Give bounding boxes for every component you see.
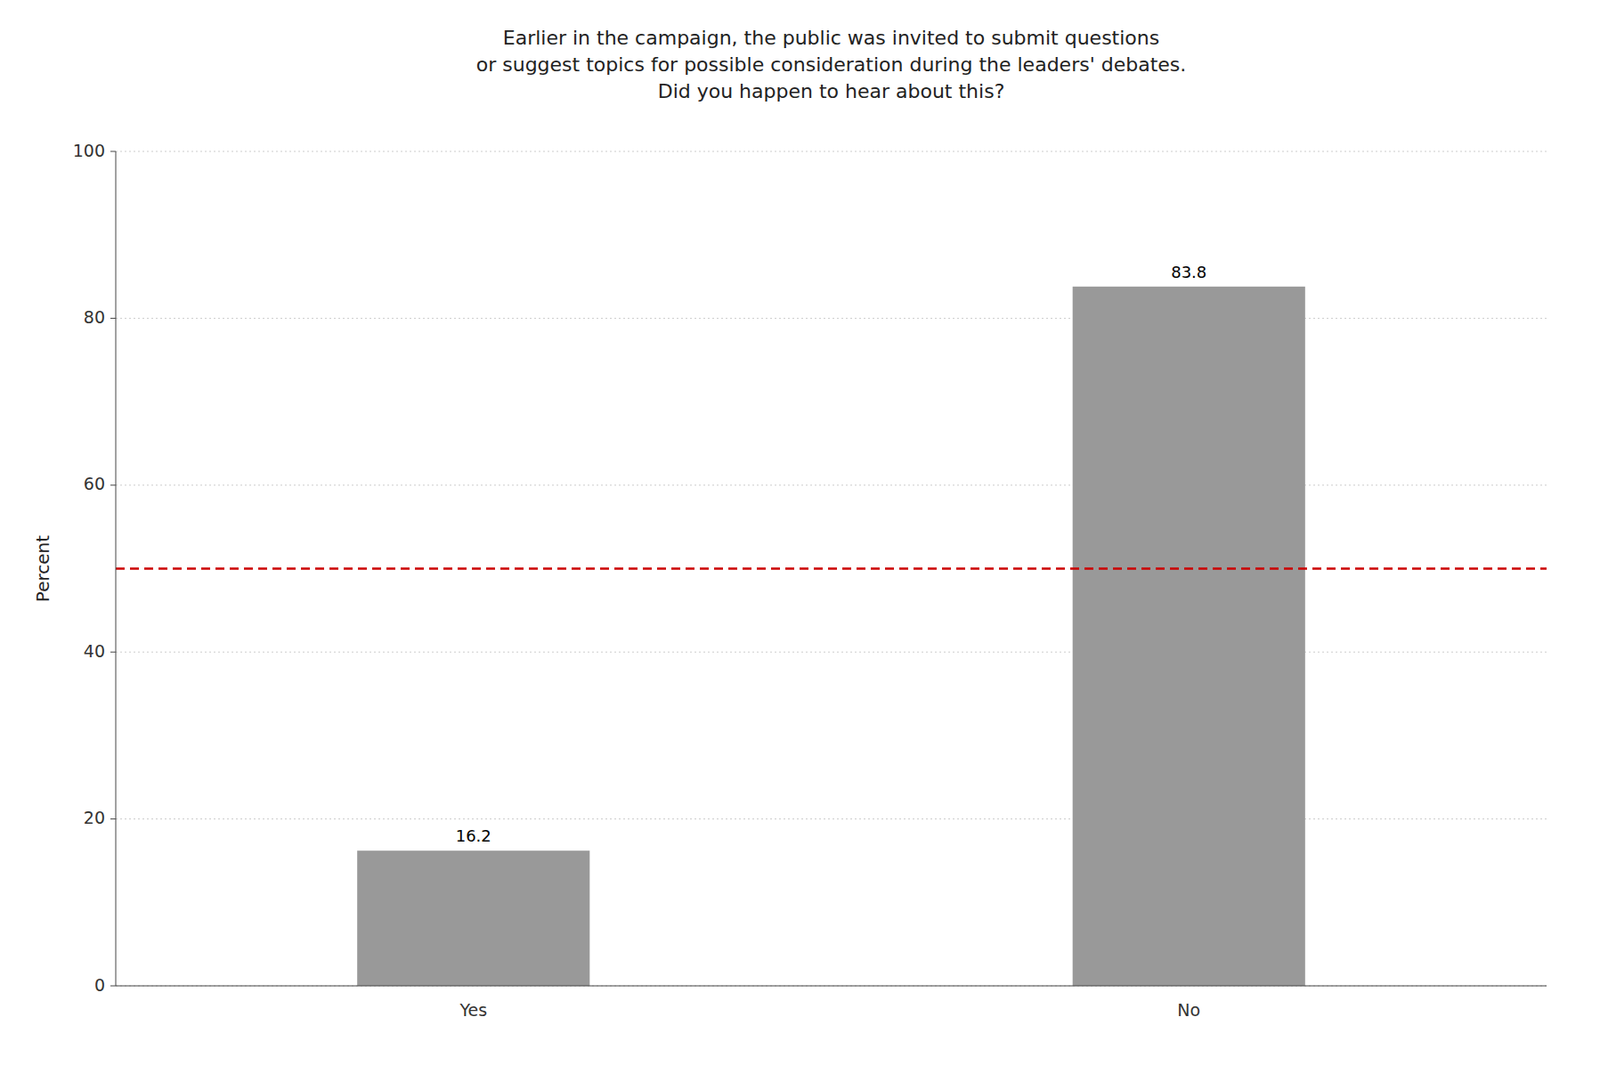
bars [357,286,1306,986]
grid [115,151,1547,986]
y-axis: 0 20 40 60 80 100 [73,140,116,995]
grid-line [115,317,1547,319]
y-tick-label: 60 [83,473,106,494]
chart-container: Earlier in the campaign, the public was … [0,0,1600,1066]
y-tick-label: 0 [94,974,106,995]
x-axis-line [115,985,1547,987]
reference-line-group [115,568,1547,569]
bar [357,850,590,986]
y-tick-label: 20 [83,807,106,828]
x-tick-label: No [1177,999,1201,1020]
data-labels: 16.2 83.8 [455,262,1208,845]
y-axis-line [115,151,117,986]
y-tick [110,317,116,319]
y-tick [110,151,116,153]
y-tick-label: 40 [83,641,106,661]
y-tick [110,651,116,653]
grid-line [115,151,1547,153]
reference-line [115,567,1547,570]
chart-svg: Earlier in the campaign, the public was … [0,0,1600,1066]
x-tick-label: Yes [458,999,488,1020]
y-tick [110,818,116,820]
y-tick-label: 80 [83,307,106,327]
y-tick [110,484,116,486]
grid-line [115,818,1547,820]
y-tick [110,985,116,987]
data-label: 83.8 [1170,262,1207,282]
grid-line [115,484,1547,486]
data-label: 16.2 [455,826,492,845]
grid-line [115,985,1547,987]
grid-line [115,651,1547,653]
title: Earlier in the campaign, the public was … [476,26,1187,103]
background [0,0,1600,1066]
x-axis: Yes No [458,999,1201,1020]
y-axis-label: Percent [32,535,54,602]
bar [1072,286,1306,986]
y-tick-label: 100 [73,140,106,161]
